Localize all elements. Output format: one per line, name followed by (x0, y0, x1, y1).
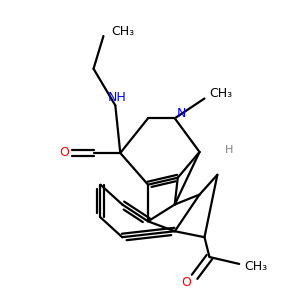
Text: CH₃: CH₃ (209, 87, 232, 100)
Text: CH₃: CH₃ (111, 25, 134, 38)
Text: O: O (59, 146, 69, 160)
Text: NH: NH (108, 91, 127, 104)
Text: H: H (225, 145, 234, 155)
Text: N: N (177, 107, 186, 120)
Text: CH₃: CH₃ (244, 260, 267, 273)
Text: O: O (182, 276, 192, 289)
